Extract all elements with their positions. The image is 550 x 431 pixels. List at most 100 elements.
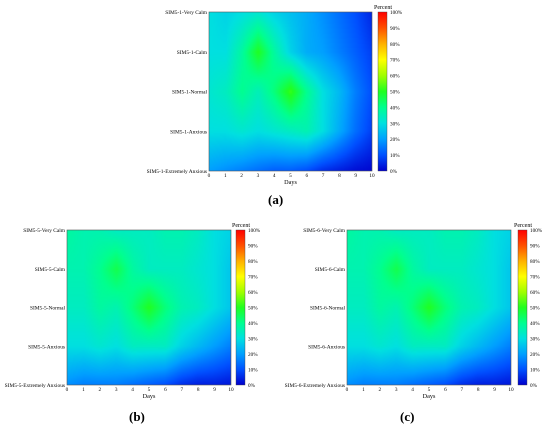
colorbar-tick-label: 80%: [390, 42, 400, 48]
x-tick-label: 10: [508, 387, 514, 393]
x-tick-label: 1: [224, 173, 227, 179]
heatmap-panel-2: SIM5-5-Very Calm SIM5-5-Calm SIM5-5-Normal…: [5, 223, 261, 400]
colorbar-tick-label: 80%: [248, 259, 258, 265]
colorbar-title: Percent: [232, 223, 250, 229]
x-tick-label: 0: [346, 387, 349, 393]
colorbar-tick-label: 60%: [530, 290, 540, 296]
x-tick-label: 6: [305, 173, 308, 179]
x-tick-label: 4: [411, 387, 414, 393]
x-tick-label: 1: [82, 387, 85, 393]
heatmap-surface: [209, 12, 372, 171]
x-tick-label: 10: [228, 387, 234, 393]
colorbar-tick-label: 0%: [390, 169, 398, 175]
colorbar-title: Percent: [374, 5, 392, 11]
x-tick-label: 5: [289, 173, 292, 179]
colorbar-tick-label: 100%: [530, 228, 543, 234]
colorbar-tick-label: 70%: [390, 58, 400, 64]
colorbar-tick-label: 10%: [248, 368, 258, 374]
y-category-label: SIM5-1-Normal: [172, 90, 208, 96]
x-tick-label: 8: [477, 387, 480, 393]
y-category-label: SIM5-5-Anxious: [28, 344, 65, 350]
colorbar-tick-label: 90%: [248, 244, 258, 250]
y-category-label: SIM5-1-Anxious: [170, 129, 207, 135]
panel-label-a: (a): [268, 192, 284, 207]
x-tick-label: 5: [428, 387, 431, 393]
x-tick-label: 2: [240, 173, 243, 179]
colorbar-tick-label: 50%: [530, 306, 540, 312]
colorbar: [517, 229, 528, 386]
colorbar-tick-label: 40%: [530, 321, 540, 327]
x-tick-label: 0: [208, 173, 211, 179]
colorbar-tick-label: 20%: [248, 352, 258, 358]
plot-frame: [346, 229, 512, 386]
y-category-label: SIM5-1-Very Calm: [165, 10, 208, 16]
y-category-label: SIM5-6-Extremely Anxious: [285, 383, 345, 389]
x-tick-label: 2: [98, 387, 101, 393]
colorbar-tick-label: 50%: [248, 306, 258, 312]
colorbar-tick-label: 40%: [248, 321, 258, 327]
colorbar-tick-label: 40%: [390, 105, 400, 111]
x-tick-label: 9: [213, 387, 216, 393]
y-category-label: SIM5-1-Calm: [177, 50, 208, 56]
x-tick-label: 3: [257, 173, 260, 179]
x-tick-label: 8: [197, 387, 200, 393]
colorbar: [377, 11, 388, 172]
x-tick-label: 7: [180, 387, 183, 393]
colorbar-tick-label: 70%: [248, 275, 258, 281]
colorbar-tick-label: 100%: [248, 228, 261, 234]
x-tick-label: 9: [493, 387, 496, 393]
x-tick-label: 4: [273, 173, 276, 179]
colorbar-tick-label: 100%: [390, 10, 403, 16]
y-category-label: SIM5-6-Calm: [315, 267, 346, 273]
colorbar-tick-label: 50%: [390, 90, 400, 96]
heatmap-panel-3: SIM5-6-Very Calm SIM5-6-Calm SIM5-6-Normal…: [285, 223, 543, 400]
colorbar-tick-label: 0%: [530, 383, 538, 389]
colorbar-tick-label: 20%: [390, 137, 400, 143]
colorbar-tick-label: 0%: [248, 383, 256, 389]
x-tick-label: 3: [115, 387, 118, 393]
x-tick-label: 7: [460, 387, 463, 393]
x-tick-label: 3: [395, 387, 398, 393]
colorbar-tick-label: 10%: [530, 368, 540, 374]
x-tick-label: 5: [148, 387, 151, 393]
x-tick-label: 4: [131, 387, 134, 393]
y-category-label: SIM5-1-Extremely Anxious: [147, 169, 207, 175]
colorbar-title: Percent: [514, 223, 532, 229]
heatmap-panel-1: SIM5-1-Very Calm SIM5-1-Calm SIM5-1-Normal…: [147, 5, 403, 186]
y-category-label: SIM5-5-Calm: [35, 267, 66, 273]
colorbar-tick-label: 70%: [530, 275, 540, 281]
x-tick-label: 2: [378, 387, 381, 393]
y-category-label: SIM5-5-Normal: [30, 306, 66, 312]
colorbar-tick-label: 80%: [530, 259, 540, 265]
y-category-label: SIM5-6-Normal: [310, 306, 346, 312]
panel-label-b: (b): [129, 409, 145, 424]
x-axis-label: Days: [423, 393, 436, 400]
x-tick-label: 0: [66, 387, 69, 393]
colorbar-tick-label: 30%: [530, 337, 540, 343]
colorbar: [235, 229, 246, 386]
panel-label-c: (c): [400, 409, 415, 424]
x-axis-label: Days: [143, 393, 156, 400]
x-tick-label: 8: [338, 173, 341, 179]
colorbar-tick-label: 90%: [390, 26, 400, 32]
colorbar-tick-label: 30%: [248, 337, 258, 343]
x-tick-label: 1: [362, 387, 365, 393]
colorbar-tick-label: 10%: [390, 153, 400, 159]
x-tick-label: 9: [354, 173, 357, 179]
y-category-label: SIM5-5-Extremely Anxious: [5, 383, 65, 389]
plot-frame: [208, 11, 373, 172]
colorbar-tick-label: 20%: [530, 352, 540, 358]
x-tick-label: 6: [164, 387, 167, 393]
y-category-label: SIM5-5-Very Calm: [23, 228, 66, 234]
y-category-label: SIM5-6-Very Calm: [303, 228, 346, 234]
x-tick-label: 7: [322, 173, 325, 179]
heatmap-surface: [347, 230, 511, 385]
x-tick-label: 10: [369, 173, 375, 179]
plot-frame: [66, 229, 232, 386]
heatmap-surface: [67, 230, 231, 385]
colorbar-tick-label: 60%: [248, 290, 258, 296]
colorbar-tick-label: 90%: [530, 244, 540, 250]
colorbar-tick-label: 60%: [390, 74, 400, 80]
x-tick-label: 6: [444, 387, 447, 393]
